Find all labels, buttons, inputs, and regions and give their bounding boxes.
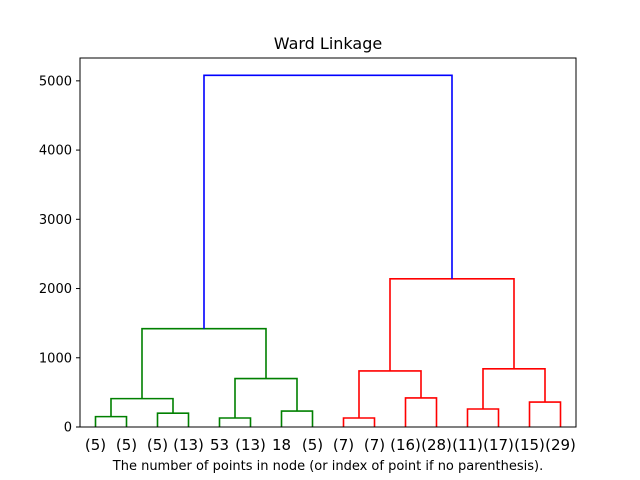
merge-link-10: [358, 370, 422, 418]
leaf-label-15: (29): [545, 436, 576, 454]
chart-title: Ward Linkage: [274, 34, 382, 53]
merge-link-6: [466, 408, 500, 427]
merge-link-3: [280, 410, 314, 427]
y-tick-label-4: 4000: [39, 144, 72, 159]
leaf-label-10: (16): [390, 436, 421, 454]
leaf-label-14: (15): [514, 436, 545, 454]
y-tick-label-5: 5000: [39, 74, 72, 89]
merge-link-13: [389, 278, 515, 371]
leaf-label-7: (5): [302, 436, 323, 454]
merge-link-9: [234, 377, 298, 418]
leaf-label-9: (7): [364, 436, 385, 454]
merge-link-5: [404, 397, 438, 427]
leaf-label-6: 18: [272, 436, 291, 454]
leaf-label-12: (11): [452, 436, 483, 454]
merge-link-0: [94, 415, 128, 427]
leaf-label-5: (13): [235, 436, 266, 454]
y-axis: 0 1000 2000 3000 4000 5000: [39, 74, 80, 436]
y-tick-label-0: 0: [64, 421, 72, 436]
merge-link-14: [203, 74, 453, 329]
merge-link-7: [528, 401, 562, 427]
merge-link-11: [482, 368, 546, 409]
x-axis-label: The number of points in node (or index o…: [112, 459, 543, 474]
merge-link-4: [342, 417, 376, 427]
dendrogram-links: [94, 74, 562, 427]
leaf-label-3: (13): [173, 436, 204, 454]
leaf-label-8: (7): [333, 436, 354, 454]
leaf-label-1: (5): [116, 436, 137, 454]
plot-frame: [79, 57, 577, 428]
leaf-label-2: (5): [147, 436, 168, 454]
merge-link-1: [156, 412, 190, 427]
y-tick-label-1: 1000: [39, 351, 72, 366]
leaf-label-0: (5): [85, 436, 106, 454]
x-axis-leaf-labels: (5) (5) (5) (13) 53 (13) 18 (5) (7) (7) (16) (28) (1…: [85, 436, 576, 454]
y-tick-label-2: 2000: [39, 282, 72, 297]
merge-link-12: [141, 327, 267, 399]
merge-link-2: [218, 417, 252, 427]
leaf-label-4: 53: [210, 436, 229, 454]
leaf-label-11: (28): [421, 436, 452, 454]
y-tick-label-3: 3000: [39, 213, 72, 228]
leaf-label-13: (17): [483, 436, 514, 454]
